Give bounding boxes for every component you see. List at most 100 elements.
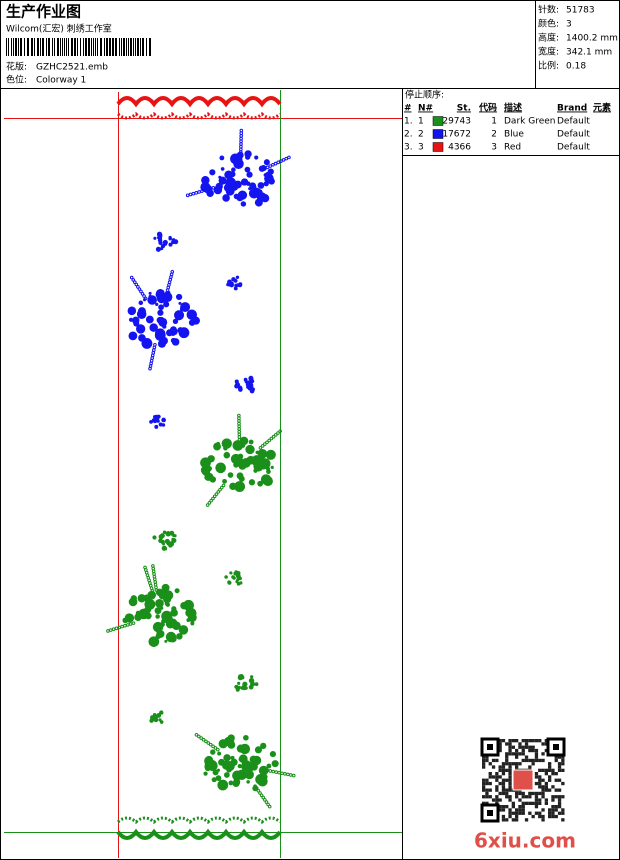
qr-cell	[531, 762, 535, 766]
qr-cell	[518, 808, 522, 812]
qr-cell	[528, 739, 532, 743]
qr-cell	[531, 814, 535, 819]
stitch	[258, 765, 269, 776]
qr-cell	[538, 768, 542, 772]
qr-cell	[515, 811, 519, 815]
qr-cell	[544, 772, 548, 776]
stitch	[267, 438, 272, 443]
stitch	[266, 763, 272, 769]
qr-cell	[505, 788, 509, 792]
qr-cell	[534, 781, 539, 786]
qr-cell	[485, 791, 489, 796]
qr-cell	[554, 808, 558, 812]
stitch	[222, 478, 227, 484]
qr-cell	[501, 791, 506, 796]
bar	[149, 38, 151, 56]
stitch	[203, 771, 208, 776]
qr-cell	[511, 805, 515, 809]
stitch	[250, 675, 254, 679]
stitch	[236, 571, 241, 576]
qr-cell	[521, 801, 525, 805]
stitch	[163, 301, 170, 308]
qr-cell	[501, 762, 506, 766]
bar	[115, 38, 117, 56]
stitch	[219, 155, 225, 161]
stitch	[246, 780, 250, 784]
stitch	[213, 185, 223, 195]
qr-cell	[511, 801, 515, 805]
qr-cell	[505, 791, 509, 796]
info-value: 1400.2 mm	[566, 34, 618, 44]
qr-cell	[524, 818, 529, 822]
stitch	[137, 594, 146, 603]
stitch	[162, 530, 167, 535]
stitch	[128, 331, 138, 341]
qr-cell	[538, 739, 542, 743]
stitch	[204, 473, 212, 481]
qr-cell	[561, 762, 565, 766]
qr-cell	[515, 762, 519, 766]
colorway: Colorway 1	[36, 76, 86, 86]
qr-cell	[501, 772, 506, 776]
qr-cell	[515, 791, 519, 796]
qr-cell	[541, 791, 545, 796]
stitch	[257, 182, 265, 189]
bar	[126, 38, 127, 56]
column-header: 元素	[593, 102, 611, 114]
qr-cell	[511, 739, 515, 743]
bar	[20, 38, 22, 56]
qr-cell	[541, 758, 545, 763]
qr-cell	[554, 795, 558, 799]
qr-cell	[485, 795, 489, 799]
qr-cell	[518, 762, 522, 766]
stitch	[152, 535, 157, 540]
qr-cell	[482, 778, 486, 782]
qr-cell	[561, 755, 565, 759]
stitch	[172, 318, 179, 325]
bar	[37, 38, 39, 56]
stitch	[218, 176, 227, 185]
stitch	[252, 455, 262, 465]
stitch	[239, 436, 249, 446]
stitch	[233, 456, 244, 467]
qr-cell	[515, 748, 519, 753]
bar	[135, 38, 136, 56]
qr-cell	[538, 814, 542, 819]
qr-cell	[518, 811, 522, 815]
qr-cell	[501, 805, 506, 809]
qr-cell	[538, 798, 542, 802]
stitch	[168, 242, 173, 247]
stitch	[284, 156, 289, 161]
qr-cell	[561, 818, 565, 822]
stitch	[258, 791, 262, 795]
bar	[15, 38, 17, 56]
stitch	[129, 275, 134, 280]
qr-cell	[515, 755, 519, 759]
qr-cell	[485, 781, 489, 786]
qr-cell	[495, 775, 499, 779]
stitch	[254, 198, 263, 207]
qr-cell	[554, 805, 558, 809]
bar	[77, 38, 78, 56]
stitch	[281, 158, 286, 162]
qr-cell	[541, 768, 545, 772]
qr-cell	[505, 778, 509, 782]
stitch	[263, 159, 270, 166]
color-swatch	[432, 116, 444, 126]
qr-cell	[557, 798, 562, 802]
qr-finder	[487, 810, 493, 816]
cell: 1	[418, 117, 424, 127]
qr-cell	[551, 805, 555, 809]
qr-cell	[557, 788, 562, 792]
stitch	[158, 718, 162, 722]
qr-cell	[524, 745, 529, 749]
barcode	[6, 38, 151, 56]
qr-cell	[524, 801, 529, 805]
stitch	[233, 193, 240, 200]
qr-cell	[534, 758, 539, 763]
stitch	[158, 534, 164, 540]
label: 色位:	[6, 74, 27, 86]
qr-cell	[498, 808, 502, 812]
stitch	[174, 310, 185, 321]
